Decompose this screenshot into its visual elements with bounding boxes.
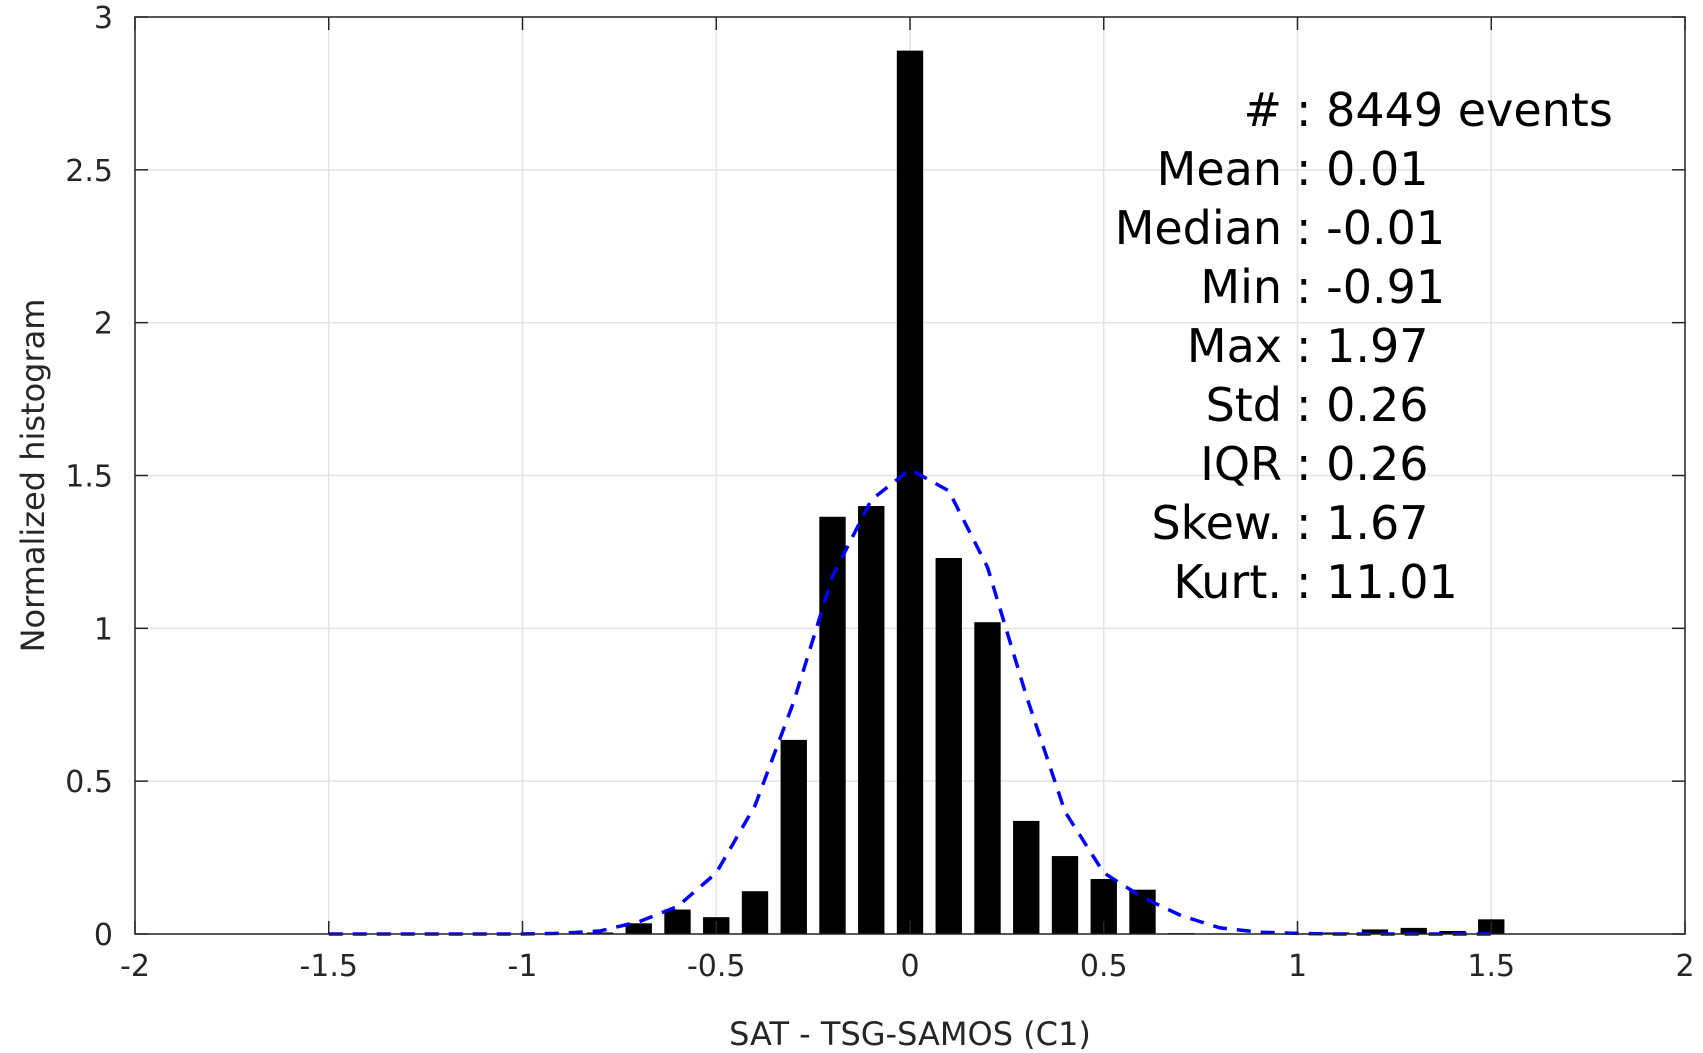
x-tick-label: 0.5 [1080,949,1128,984]
histogram-bar [1439,930,1466,934]
y-tick-label: 2.5 [65,154,113,189]
stat-value: : 0.26 [1296,378,1429,432]
x-tick-label: -1.5 [299,949,358,984]
stat-label: Std [1206,378,1282,432]
tick-labels: -2 -1.5 -1 -0.5 0 0.5 1 1.5 2 0 0.5 1 1.5 2 2.5 3 [65,1,1694,984]
stat-value: : 1.97 [1296,319,1429,373]
x-tick-label: 2 [1675,949,1694,984]
stat-label: Max [1187,319,1282,373]
x-axis-label: SAT - TSG-SAMOS (C1) [729,1015,1091,1053]
y-tick-label: 2 [94,307,113,342]
stat-value: : -0.91 [1296,260,1445,314]
histogram-bar [586,932,614,934]
histogram-bar [1051,856,1079,934]
histogram-bar [1129,889,1156,934]
histogram-bar [664,909,691,934]
stat-label: # [1243,83,1282,137]
stat-label: IQR [1200,437,1282,491]
stat-label: Min [1200,260,1282,314]
y-tick-label: 0.5 [65,765,113,800]
x-tick-label: -2 [120,949,150,984]
stat-value: : 1.67 [1296,496,1429,550]
histogram-bar [625,923,652,934]
stat-value: : 0.01 [1296,142,1429,196]
histogram-bar [1013,820,1040,934]
x-tick-label: 1 [1288,949,1307,984]
stat-label: Skew. [1151,496,1282,550]
statistics-box: # : 8449 events Mean : 0.01 Median : -0.01 Min… [1115,83,1613,609]
x-tick-label: 1.5 [1467,949,1515,984]
stat-label: Kurt. [1173,555,1282,609]
histogram-bar [858,506,885,934]
histogram-bar [896,50,924,934]
stat-value: : -0.01 [1296,201,1445,255]
stat-value: : 0.26 [1296,437,1429,491]
stat-label: Mean [1157,142,1282,196]
y-axis-label: Normalized histogram [14,299,52,653]
histogram-bar [819,516,846,934]
histogram-bar [974,622,1001,934]
x-tick-label: -0.5 [687,949,746,984]
y-tick-label: 1.5 [65,460,113,495]
axes-frame [134,16,1686,935]
histogram-bar [1361,929,1389,934]
histogram-bars [586,50,1505,934]
y-tick-label: 3 [94,1,113,36]
stat-label: Median [1115,201,1282,255]
y-tick-label: 1 [94,612,113,647]
y-tick-label: 0 [94,918,113,953]
x-tick-label: -1 [508,949,538,984]
stat-value: : 11.01 [1296,555,1458,609]
histogram-bar [741,891,769,934]
histogram-bar [1400,927,1427,934]
x-tick-label: 0 [900,949,919,984]
histogram-bar [935,558,962,934]
stat-value: : 8449 events [1296,83,1613,137]
histogram-bar [780,739,807,934]
